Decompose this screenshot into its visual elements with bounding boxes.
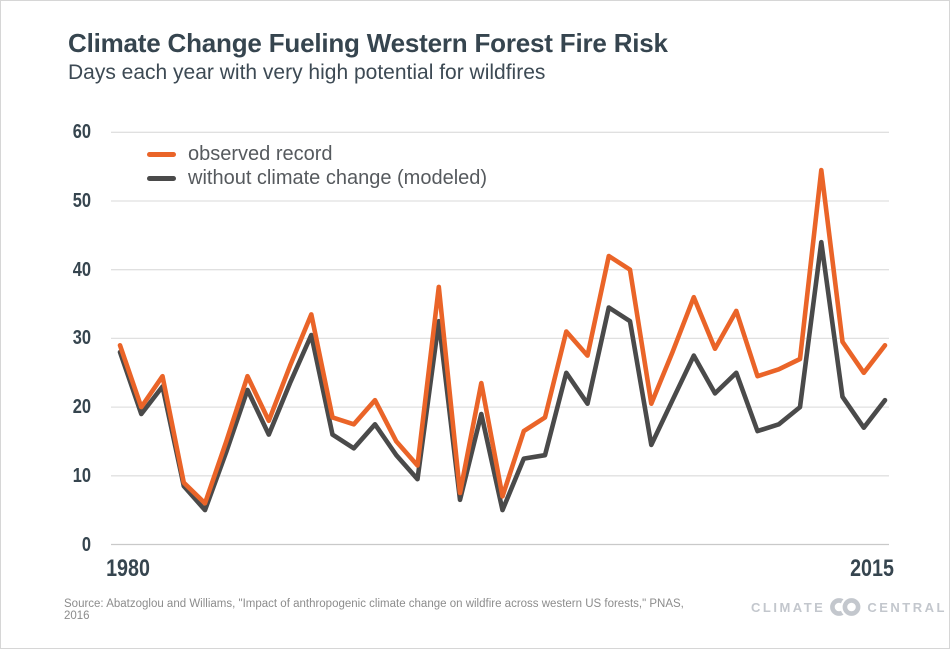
source-citation: Source: Abatzoglou and Williams, "Impact… bbox=[64, 598, 684, 622]
y-tick-label: 40 bbox=[72, 258, 91, 281]
chart-title: Climate Change Fueling Western Forest Fi… bbox=[68, 28, 668, 58]
legend-label-modeled: without climate change (modeled) bbox=[188, 167, 488, 189]
series-lines bbox=[117, 167, 888, 513]
y-tick-label: 20 bbox=[72, 396, 91, 419]
chart-subtitle: Days each year with very high potential … bbox=[68, 61, 546, 84]
climate-central-logo: CLIMATE CENTRAL bbox=[751, 596, 947, 618]
x-tick-label: 1980 bbox=[106, 555, 151, 582]
legend-swatch-observed bbox=[147, 151, 176, 157]
observed-line bbox=[117, 167, 888, 506]
logo-text-central: CENTRAL bbox=[867, 599, 947, 615]
legend-label-observed: observed record bbox=[188, 143, 333, 165]
y-tick-label: 30 bbox=[72, 327, 91, 350]
modeled-line bbox=[117, 239, 888, 513]
y-tick-label: 50 bbox=[72, 190, 91, 212]
y-tick-label: 0 bbox=[81, 533, 91, 556]
legend-swatch-modeled bbox=[147, 175, 176, 181]
logo-text-climate: CLIMATE bbox=[751, 599, 826, 615]
legend-item-modeled: without climate change (modeled) bbox=[147, 166, 487, 190]
logo-rings-icon bbox=[830, 596, 863, 618]
gridlines bbox=[111, 131, 889, 546]
legend: observed record without climate change (… bbox=[147, 142, 487, 190]
y-tick-label: 60 bbox=[72, 121, 91, 144]
x-tick-label: 2015 bbox=[850, 555, 894, 582]
legend-item-observed: observed record bbox=[147, 142, 487, 166]
y-tick-label: 10 bbox=[72, 464, 91, 487]
